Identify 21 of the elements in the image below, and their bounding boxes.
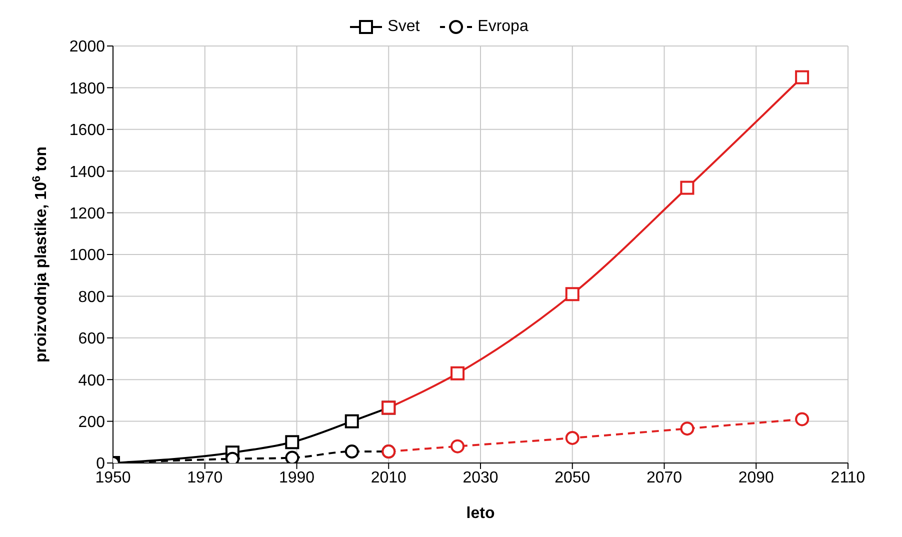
y-tick-label: 1000	[69, 247, 106, 264]
y-tick-label: 200	[78, 414, 106, 431]
y-tick-label: 1400	[69, 164, 106, 181]
y-tick-label: 400	[78, 372, 106, 390]
x-tick-label: 2050	[554, 469, 590, 486]
x-tick-label: 2110	[830, 469, 866, 486]
x-tick-label: 2010	[370, 469, 407, 486]
x-axis-title: leto	[466, 505, 495, 522]
legend-label: Svet	[388, 18, 420, 36]
y-tick-label: 2000	[69, 38, 106, 56]
y-tick-label: 1200	[69, 205, 106, 222]
legend-label: Evropa	[478, 18, 528, 36]
x-tick-label: 2090	[738, 469, 774, 486]
x-tick-label: 2030	[462, 469, 498, 486]
y-tick-label: 800	[78, 288, 106, 306]
x-tick-label: 2070	[646, 469, 682, 486]
x-tick-label: 1990	[278, 469, 315, 486]
y-tick-label: 1800	[69, 80, 106, 98]
y-tick-label: 600	[78, 330, 106, 348]
x-tick-label: 1970	[187, 469, 223, 486]
y-tick-label: 1600	[69, 122, 106, 140]
